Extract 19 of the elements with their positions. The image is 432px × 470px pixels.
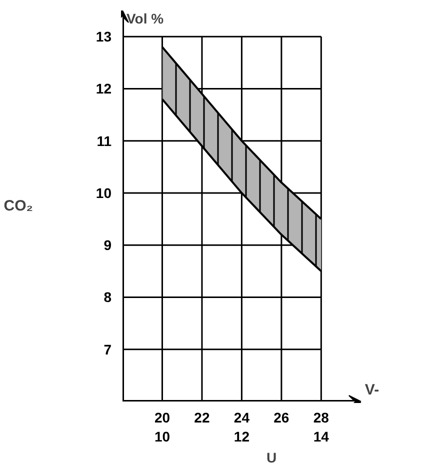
y-tick-label: 7 bbox=[104, 341, 112, 358]
y-tick-label: 10 bbox=[96, 184, 112, 201]
x-tick-label: 24 bbox=[234, 410, 250, 426]
x2-axis-title: U bbox=[266, 450, 277, 466]
y-tick-label: 8 bbox=[104, 289, 112, 306]
y-tick-label: 11 bbox=[96, 132, 112, 149]
y-tick-label: 12 bbox=[96, 80, 112, 97]
x-tick-label: 22 bbox=[194, 410, 210, 426]
y-tick-label: 9 bbox=[104, 237, 112, 254]
x-axis-title: V- bbox=[364, 382, 380, 398]
y-axis-title: CO₂ bbox=[4, 198, 33, 214]
x-tick-label: 20 bbox=[154, 410, 170, 426]
annotation: Vol % bbox=[126, 10, 164, 26]
x-tick-label: 26 bbox=[274, 410, 290, 426]
y-tick-label: 13 bbox=[96, 28, 112, 45]
x2-tick-label: 12 bbox=[234, 428, 250, 444]
x2-tick-label: 14 bbox=[313, 428, 330, 444]
x-tick-label: 28 bbox=[313, 410, 330, 426]
x2-tick-label: 10 bbox=[154, 428, 170, 444]
